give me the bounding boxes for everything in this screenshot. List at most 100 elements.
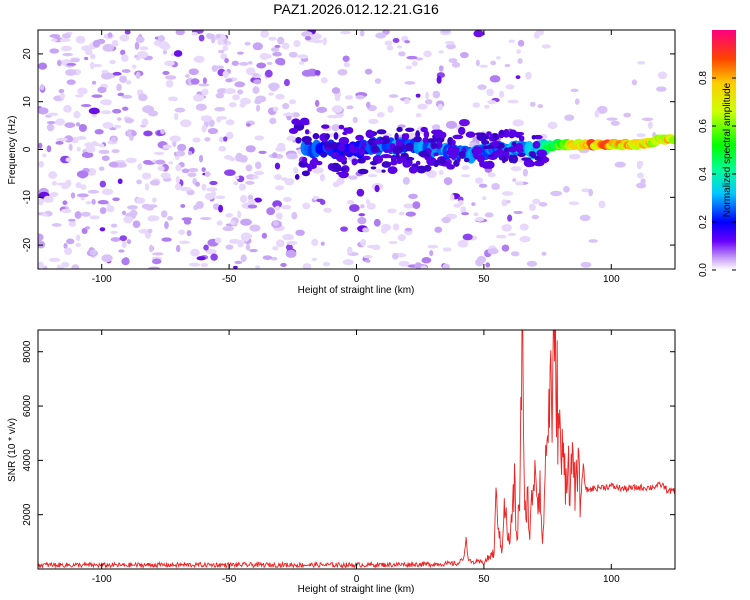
noise-blob [563,185,570,193]
noise-blob [99,180,107,188]
ridge-scatter [338,124,345,130]
noise-blob [358,213,366,217]
noise-blob [412,201,421,209]
noise-blob [417,103,428,110]
noise-blob [152,252,164,256]
noise-blob [88,107,100,115]
noise-blob [211,190,217,198]
noise-blob [274,174,282,181]
colorbar-tick-label: 0.4 [698,167,709,181]
noise-blob [121,94,133,99]
snr-x-tick-label: 100 [603,574,620,585]
snr-y-tick-label: 8000 [22,340,33,363]
noise-blob [392,223,400,231]
noise-blob [76,136,87,140]
noise-blob [254,197,262,203]
noise-blob [100,99,112,106]
noise-blob [505,84,515,90]
noise-blob [398,51,406,57]
noise-blob [441,216,451,224]
snr-series [38,330,675,569]
noise-blob [331,87,341,94]
ridge-scatter [291,118,301,125]
ridge-scatter [361,141,367,148]
ridge-scatter [371,145,380,153]
noise-blob [201,167,206,172]
noise-blob [160,210,168,218]
noise-blob [141,118,149,126]
noise-blob [437,103,443,111]
ridge-scatter [486,131,492,136]
colorbar-tick-label: 0.2 [698,215,709,229]
noise-blob [76,170,89,178]
ridge-scatter [532,141,541,149]
noise-blob [252,42,263,51]
noise-blob [190,78,200,85]
noise-blob [63,243,68,249]
noise-blob [89,215,100,220]
noise-blob [148,244,154,253]
noise-blob [198,154,204,163]
noise-blob [108,161,119,168]
noise-blob [272,221,279,227]
noise-blob [275,57,286,66]
noise-blob [225,78,233,83]
ridge-scatter [420,126,428,133]
ridge-scatter [430,159,436,163]
noise-blob [118,249,125,253]
noise-blob [344,95,354,100]
ridge-scatter [533,160,545,167]
noise-blob [122,106,129,111]
ridge-scatter [294,174,300,180]
noise-blob [253,170,265,176]
noise-blob [568,201,580,206]
snr-frame [37,329,676,570]
noise-blob [225,131,234,140]
noise-blob [374,184,380,193]
noise-blob [147,216,155,222]
noise-blob [426,170,437,179]
noise-blob [76,193,89,198]
noise-blob [99,207,107,215]
noise-blob [111,149,120,154]
noise-blob [147,228,153,234]
noise-blob [316,106,328,113]
noise-blob [113,124,122,129]
noise-blob [193,55,205,63]
snr-y-tick-label: 2000 [22,503,33,526]
noise-blob [460,174,471,178]
noise-blob [49,48,60,54]
noise-blob [363,255,373,259]
noise-blob [216,220,223,226]
ridge-scatter [307,168,312,172]
noise-blob [475,59,480,67]
noise-blob [415,113,422,118]
noise-blob [288,51,298,58]
noise-blob [507,99,519,104]
noise-blob [49,34,61,38]
noise-blob [473,212,479,217]
noise-blob [199,216,212,221]
noise-blob [70,58,80,63]
noise-blob [136,179,142,185]
noise-blob [408,193,418,200]
colorbar-tick-label: 0.0 [698,263,709,277]
ridge-scatter [376,129,387,135]
noise-blob [541,251,547,256]
noise-blob [255,265,261,269]
noise-blob [252,86,260,94]
noise-blob [234,260,243,265]
noise-blob [598,200,606,209]
snr-x-axis-label: Height of straight line (km) [298,584,415,595]
noise-blob [121,240,127,249]
noise-blob [431,124,441,131]
noise-blob [343,62,351,68]
noise-blob [74,94,84,98]
noise-blob [237,89,244,95]
noise-blob [528,203,536,211]
noise-blob [282,103,290,110]
noise-blob [151,197,157,203]
noise-blob [538,201,548,207]
noise-blob [550,190,563,197]
noise-blob [472,102,481,108]
